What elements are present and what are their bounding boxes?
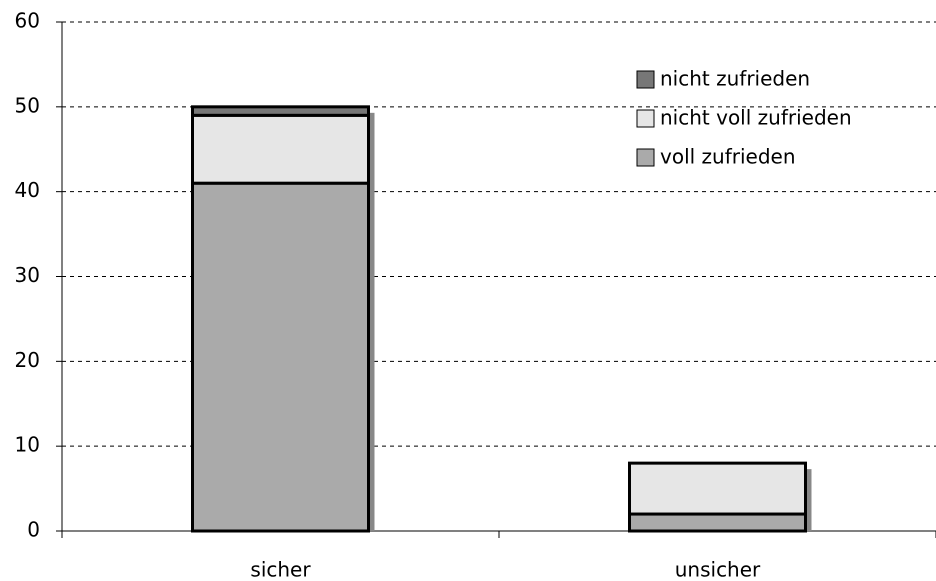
- bar-segment: [191, 105, 370, 117]
- legend-swatch: [636, 70, 655, 89]
- x-tick-label: unsicher: [675, 558, 761, 581]
- bar-segment: [628, 512, 807, 533]
- bar-segment: [628, 461, 807, 516]
- legend-label: voll zufrieden: [660, 145, 796, 169]
- legend-swatch: [636, 148, 655, 167]
- x-tick-label: sicher: [250, 558, 311, 581]
- y-tick-label: 20: [15, 348, 40, 372]
- y-tick-label: 10: [15, 433, 40, 457]
- y-tick-label: 50: [15, 93, 40, 117]
- legend-swatch: [636, 109, 655, 128]
- y-tick-label: 0: [27, 518, 40, 542]
- bar-segment: [191, 113, 370, 185]
- y-tick-label: 40: [15, 178, 40, 202]
- legend-label: nicht voll zufrieden: [660, 106, 852, 130]
- y-tick-label: 30: [15, 263, 40, 287]
- y-tick-label: 60: [15, 9, 40, 33]
- bar-segment: [191, 181, 370, 533]
- legend-label: nicht zufrieden: [660, 67, 810, 91]
